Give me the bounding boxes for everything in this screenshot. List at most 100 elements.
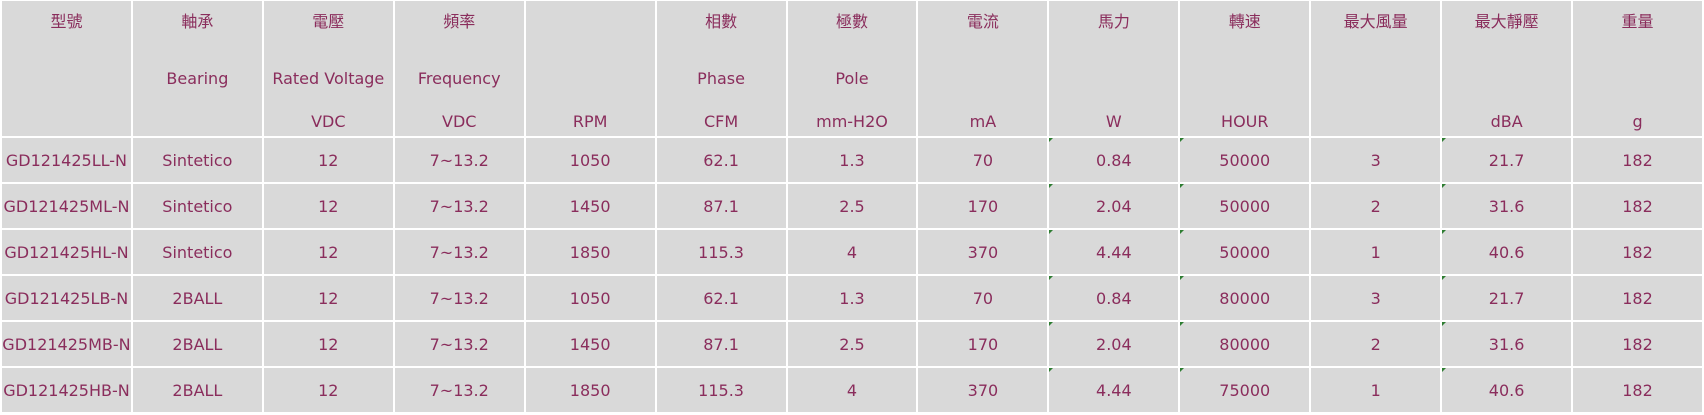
header-unit: W <box>1105 112 1122 131</box>
table-cell: 75000 <box>1180 368 1310 412</box>
table-cell: 80000 <box>1180 322 1310 366</box>
table-cell: Sintetico <box>132 230 262 274</box>
table-cell: 62.1 <box>656 138 786 182</box>
header-zh: 最大風量 <box>1343 12 1408 31</box>
table-cell: 4 <box>787 230 917 274</box>
column-header: 電壓 Rated Voltage VDC <box>263 1 393 136</box>
table-cell: 3 <box>1311 276 1441 320</box>
table-cell: 62.1 <box>656 276 786 320</box>
table-cell: 12 <box>263 276 393 320</box>
table-cell: 87.1 <box>656 322 786 366</box>
table-cell: 40.6 <box>1442 230 1572 274</box>
header-en <box>1180 57 1309 101</box>
table-cell: 1450 <box>525 184 655 228</box>
table-cell: GD121425LB-N <box>2 276 131 320</box>
header-zh: 電流 <box>966 12 999 31</box>
table-cell: 12 <box>263 138 393 182</box>
table-cell: 1050 <box>525 276 655 320</box>
header-en <box>1049 57 1178 101</box>
header-zh: 相數 <box>705 12 738 31</box>
table-row: GD121425HL-N Sintetico 12 7~13.2 1850 115.3 4 3… <box>2 230 1702 274</box>
header-zh: 軸承 <box>181 12 214 31</box>
table-cell: 2BALL <box>132 276 262 320</box>
table-cell: 2.04 <box>1049 184 1179 228</box>
table-cell: 21.7 <box>1442 276 1572 320</box>
column-header: 軸承 Bearing <box>132 1 262 136</box>
column-header: 電流 mA <box>918 1 1048 136</box>
column-header: 最大靜壓 dBA <box>1442 1 1572 136</box>
table-cell: GD121425HL-N <box>2 230 131 274</box>
column-header: 頻率 Frequency VDC <box>394 1 524 136</box>
table-cell: 0.84 <box>1049 276 1179 320</box>
table-cell: 115.3 <box>656 368 786 412</box>
header-zh: 轉速 <box>1228 12 1261 31</box>
table-cell: 370 <box>918 368 1048 412</box>
table-cell: 182 <box>1573 322 1702 366</box>
table-cell: 4.44 <box>1049 368 1179 412</box>
table-cell: 21.7 <box>1442 138 1572 182</box>
header-zh: 電壓 <box>312 12 345 31</box>
table-cell: 3 <box>1311 138 1441 182</box>
table-cell: 7~13.2 <box>394 276 524 320</box>
table-row: GD121425HB-N 2BALL 12 7~13.2 1850 115.3 4 370 4.… <box>2 368 1702 412</box>
header-unit: mA <box>969 112 997 131</box>
table-cell: 7~13.2 <box>394 368 524 412</box>
column-header: RPM <box>525 1 655 136</box>
table-cell: GD121425HB-N <box>2 368 131 412</box>
table-cell: 12 <box>263 368 393 412</box>
header-unit: dBA <box>1490 112 1523 131</box>
table-cell: 1850 <box>525 368 655 412</box>
table-cell: 7~13.2 <box>394 230 524 274</box>
header-en: Frequency <box>417 69 501 88</box>
table-cell: 12 <box>263 322 393 366</box>
header-unit <box>2 111 131 133</box>
table-cell: 0.84 <box>1049 138 1179 182</box>
table-cell: 7~13.2 <box>394 322 524 366</box>
column-header: 型號 <box>2 1 131 136</box>
header-zh: 型號 <box>50 12 83 31</box>
table-cell: 50000 <box>1180 138 1310 182</box>
header-en <box>2 57 131 101</box>
table-cell: GD121425MB-N <box>2 322 131 366</box>
table-cell: GD121425LL-N <box>2 138 131 182</box>
table-cell: 115.3 <box>656 230 786 274</box>
table-cell: 182 <box>1573 276 1702 320</box>
header-zh: 極數 <box>835 12 868 31</box>
table-cell: 182 <box>1573 230 1702 274</box>
table-cell: 31.6 <box>1442 322 1572 366</box>
table-cell: 170 <box>918 184 1048 228</box>
table-cell: 2.5 <box>787 322 917 366</box>
table-cell: 1450 <box>525 322 655 366</box>
table-cell: 170 <box>918 322 1048 366</box>
table-cell: 2 <box>1311 184 1441 228</box>
header-en: Rated Voltage <box>272 69 385 88</box>
header-en <box>1573 57 1702 101</box>
table-cell: 4.44 <box>1049 230 1179 274</box>
table-cell: 31.6 <box>1442 184 1572 228</box>
header-unit: VDC <box>311 112 346 131</box>
table-cell: 2 <box>1311 322 1441 366</box>
table-row: GD121425MB-N 2BALL 12 7~13.2 1450 87.1 2.5 170 2… <box>2 322 1702 366</box>
table-cell: 80000 <box>1180 276 1310 320</box>
table-row: GD121425LL-N Sintetico 12 7~13.2 1050 62.1 1.3… <box>2 138 1702 182</box>
header-unit: CFM <box>703 112 739 131</box>
table-cell: Sintetico <box>132 138 262 182</box>
table-cell: 1050 <box>525 138 655 182</box>
header-en: Pole <box>835 69 869 88</box>
table-cell: 1.3 <box>787 276 917 320</box>
table-cell: 87.1 <box>656 184 786 228</box>
table-cell: 1 <box>1311 368 1441 412</box>
table-cell: 4 <box>787 368 917 412</box>
table-cell: 40.6 <box>1442 368 1572 412</box>
header-unit: g <box>1632 112 1643 131</box>
table-cell: 12 <box>263 230 393 274</box>
header-row: 型號 軸承 Bearing 電壓 Rated Voltage VDC 頻率 Frequency… <box>2 1 1702 136</box>
table-cell: 1850 <box>525 230 655 274</box>
table-cell: 182 <box>1573 368 1702 412</box>
column-header: 轉速 HOUR <box>1180 1 1310 136</box>
table-cell: 1 <box>1311 230 1441 274</box>
table-body: GD121425LL-N Sintetico 12 7~13.2 1050 62.1 1.3… <box>2 138 1702 412</box>
table-cell: 2BALL <box>132 368 262 412</box>
table-cell: Sintetico <box>132 184 262 228</box>
